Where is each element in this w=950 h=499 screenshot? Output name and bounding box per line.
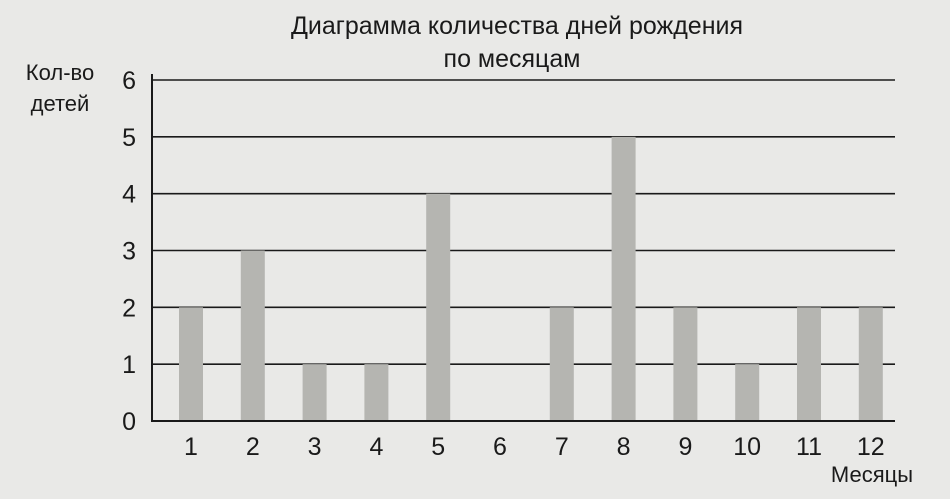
x-tick-label: 11 xyxy=(796,433,822,461)
bar xyxy=(673,307,698,421)
y-axis-label-line-1: Кол-во xyxy=(26,60,94,85)
y-tick-label: 1 xyxy=(122,351,136,379)
y-tick-labels: 0 1 2 3 4 5 6 xyxy=(122,67,136,436)
bars xyxy=(179,136,883,422)
bar xyxy=(240,250,265,421)
bar xyxy=(364,364,389,421)
x-tick-labels: 1 2 3 4 5 6 7 8 9 10 11 12 xyxy=(184,433,885,461)
bar xyxy=(735,364,760,421)
x-tick-label: 6 xyxy=(493,433,507,461)
x-tick-label: 7 xyxy=(555,433,569,461)
x-tick-label: 4 xyxy=(369,433,383,461)
x-axis-label: Месяцы xyxy=(831,462,913,487)
chart-title: Диаграмма количества дней рождения xyxy=(291,12,743,40)
x-tick-label: 5 xyxy=(431,433,445,461)
bar xyxy=(302,364,327,421)
x-tick-label: 12 xyxy=(857,433,885,461)
y-tick-label: 4 xyxy=(122,181,136,209)
y-axis-label-line-2: детей xyxy=(31,91,90,116)
x-tick-label: 2 xyxy=(246,433,260,461)
y-tick-label: 0 xyxy=(122,408,136,436)
bar xyxy=(179,307,203,421)
x-tick-label: 8 xyxy=(617,433,631,461)
y-tick-label: 6 xyxy=(122,67,136,95)
bar xyxy=(426,193,451,421)
bar xyxy=(797,307,821,421)
bar xyxy=(858,307,883,421)
y-tick-label: 3 xyxy=(122,238,136,266)
chart-subtitle: по месяцам xyxy=(444,45,581,73)
grid-lines xyxy=(152,79,895,365)
x-tick-label: 3 xyxy=(308,433,322,461)
bar xyxy=(549,307,574,421)
y-tick-label: 2 xyxy=(122,294,136,322)
x-tick-label: 9 xyxy=(678,433,692,461)
x-tick-label: 1 xyxy=(184,433,198,461)
x-tick-label: 10 xyxy=(733,433,761,461)
y-tick-label: 5 xyxy=(122,124,136,152)
bar xyxy=(611,136,636,422)
